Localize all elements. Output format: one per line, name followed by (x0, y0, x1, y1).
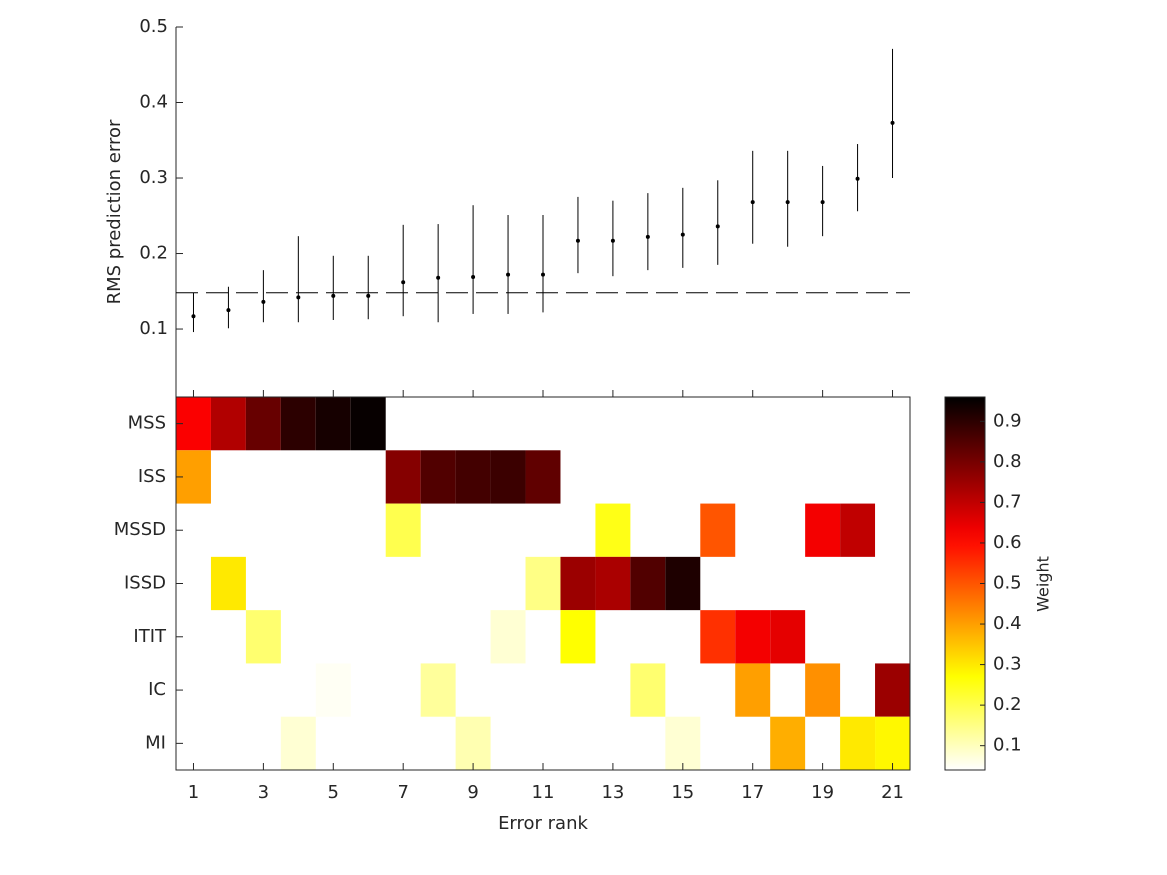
x-tick-label: 11 (532, 782, 555, 803)
point (191, 314, 196, 319)
heatmap-cell (840, 503, 876, 557)
colorbar-tick-label: 0.4 (993, 613, 1022, 634)
heatmap-cell (420, 663, 456, 717)
x-tick-label: 19 (811, 782, 834, 803)
point (820, 200, 825, 205)
heatmap-cell (245, 610, 281, 664)
heatmap-cell (665, 716, 701, 770)
point (575, 238, 580, 243)
row-label: ITIT (133, 626, 167, 647)
point (855, 176, 860, 181)
point (471, 274, 476, 279)
point (436, 275, 441, 280)
heatmap-cell (770, 610, 806, 664)
y-tick-label: 0.2 (139, 243, 168, 264)
point (506, 272, 511, 277)
heatmap-cell (595, 556, 631, 611)
heatmap-cell (630, 663, 666, 717)
heatmap-cell (385, 503, 421, 557)
heatmap-cell (210, 397, 246, 451)
heatmap-cell (525, 556, 561, 611)
heatmap-cell (700, 610, 736, 664)
x-tick-label: 9 (467, 782, 478, 803)
x-tick-label: 17 (741, 782, 764, 803)
colorbar-tick-label: 0.6 (993, 532, 1022, 553)
x-tick-label: 3 (258, 782, 269, 803)
heatmap-cell (420, 450, 456, 504)
point (296, 295, 301, 300)
colorbar-tick-label: 0.9 (993, 410, 1022, 431)
y-tick-label: 0.1 (139, 318, 168, 339)
row-label: IC (148, 679, 166, 700)
point (226, 308, 231, 313)
x-tick-label: 1 (188, 782, 199, 803)
heatmap-cell (735, 663, 771, 717)
heatmap-cell (665, 556, 701, 611)
point (890, 120, 895, 125)
heatmap-cell (210, 556, 246, 611)
y-tick-label: 0.5 (139, 16, 168, 37)
colorbar-tick-label: 0.7 (993, 491, 1022, 512)
point (680, 232, 685, 237)
heatmap-cell (805, 503, 841, 557)
point (541, 272, 545, 277)
heatmap-cell (385, 450, 421, 504)
heatmap-cell (805, 663, 841, 717)
heatmap-cell (315, 663, 351, 717)
heatmap-cell (490, 450, 526, 504)
heatmap-cell (490, 610, 526, 664)
colorbar-tick-label: 0.2 (993, 694, 1022, 715)
point (261, 299, 266, 304)
row-label: MSS (128, 413, 166, 434)
heatmap-cell (770, 716, 806, 770)
colorbar-tick-label: 0.1 (993, 735, 1022, 756)
y-tick-label: 0.3 (139, 167, 168, 188)
colorbar-tick-label: 0.3 (993, 654, 1022, 675)
x-tick-label: 13 (601, 782, 624, 803)
row-label: MI (145, 732, 166, 753)
heatmap-cell (455, 716, 491, 770)
x-tick-label: 21 (881, 782, 904, 803)
heatmap-cell (735, 610, 771, 664)
heatmap-cell (315, 397, 351, 451)
colorbar-tick-label: 0.5 (993, 573, 1022, 594)
heatmap-cell (560, 556, 596, 611)
x-tick-label: 5 (328, 782, 339, 803)
point (401, 280, 406, 285)
colorbar-tick-label: 0.8 (993, 451, 1022, 472)
x-axis-label: Error rank (498, 813, 588, 834)
heatmap-cell (525, 450, 561, 504)
heatmap-cell (595, 503, 631, 557)
colorbar (944, 396, 986, 771)
heatmap-cell (350, 397, 386, 451)
heatmap-cell (280, 716, 316, 770)
point (366, 293, 371, 298)
heatmap-cell (560, 610, 596, 664)
point (645, 234, 650, 239)
colorbar-label: Weight (1034, 556, 1053, 612)
point (715, 224, 720, 229)
row-label: ISS (138, 466, 166, 487)
x-tick-label: 15 (671, 782, 694, 803)
heatmap-cell (700, 503, 736, 557)
x-tick-label: 7 (397, 782, 408, 803)
heatmap-cell (280, 397, 316, 451)
heatmap-cell (840, 716, 876, 770)
point (750, 200, 755, 205)
heatmap-cell (630, 556, 666, 611)
row-label: MSSD (114, 519, 166, 540)
row-label: ISSD (124, 573, 166, 594)
y-axis-label: RMS prediction error (104, 119, 125, 304)
heatmap-cell (875, 716, 910, 770)
heatmap-cell (455, 450, 491, 504)
point (331, 293, 336, 298)
y-tick-label: 0.4 (139, 92, 168, 113)
point (785, 200, 790, 205)
point (610, 238, 615, 243)
heatmap-cell (875, 663, 910, 717)
heatmap-cell (245, 397, 281, 451)
